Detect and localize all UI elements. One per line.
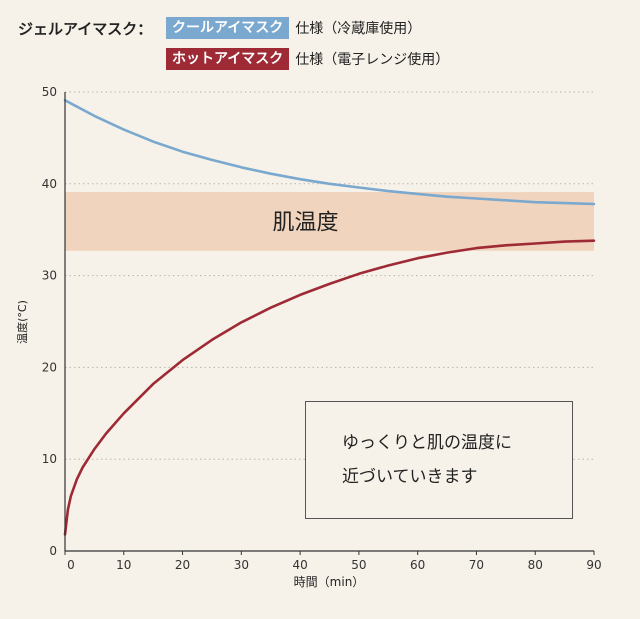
x-tick-label: 0: [67, 558, 75, 572]
legend-spec-hot: 仕様（電子レンジ使用）: [295, 52, 450, 68]
y-tick-label: 20: [42, 360, 57, 374]
x-tick-label: 70: [469, 558, 484, 572]
legend-item-cool: クールアイマスク 仕様（冷蔵庫使用）: [166, 17, 421, 39]
x-tick-label: 60: [410, 558, 425, 572]
legend-title: ジェルアイマスク：: [18, 20, 153, 38]
x-tick-label: 20: [175, 558, 190, 572]
y-tick-label: 50: [42, 85, 57, 99]
y-tick-label: 0: [49, 544, 57, 558]
legend-spec-cool: 仕様（冷蔵庫使用）: [295, 21, 422, 37]
legend: ジェルアイマスク： クールアイマスク 仕様（冷蔵庫使用） ホットアイマスク 仕様…: [0, 0, 640, 80]
x-tick-label: 30: [234, 558, 249, 572]
y-tick-label: 10: [42, 452, 57, 466]
skin-temp-band-label: 肌温度: [272, 210, 338, 235]
x-tick-label: 40: [292, 558, 307, 572]
y-tick-label: 30: [42, 269, 57, 283]
cool-mask-line: [63, 99, 596, 206]
x-tick-label: 50: [351, 558, 366, 572]
y-axis-label: 温度(°C): [16, 300, 29, 344]
hot-mask-line: [63, 239, 596, 536]
y-tick-label: 40: [42, 177, 57, 191]
x-tick-label: 90: [586, 558, 601, 572]
legend-swatch-hot: ホットアイマスク: [166, 48, 290, 70]
annotation-line-2: 近づいていきます: [342, 467, 478, 487]
annotation-box: ゆっくりと肌の温度に 近づいていきます: [305, 401, 573, 519]
legend-swatch-cool: クールアイマスク: [166, 17, 290, 39]
x-tick-label: 80: [528, 558, 543, 572]
x-axis-label: 時間（min）: [293, 575, 365, 589]
legend-item-hot: ホットアイマスク 仕様（電子レンジ使用）: [166, 48, 449, 70]
skin-temp-band: [65, 192, 594, 251]
annotation-line-1: ゆっくりと肌の温度に: [342, 433, 512, 453]
x-tick-label: 10: [116, 558, 131, 572]
